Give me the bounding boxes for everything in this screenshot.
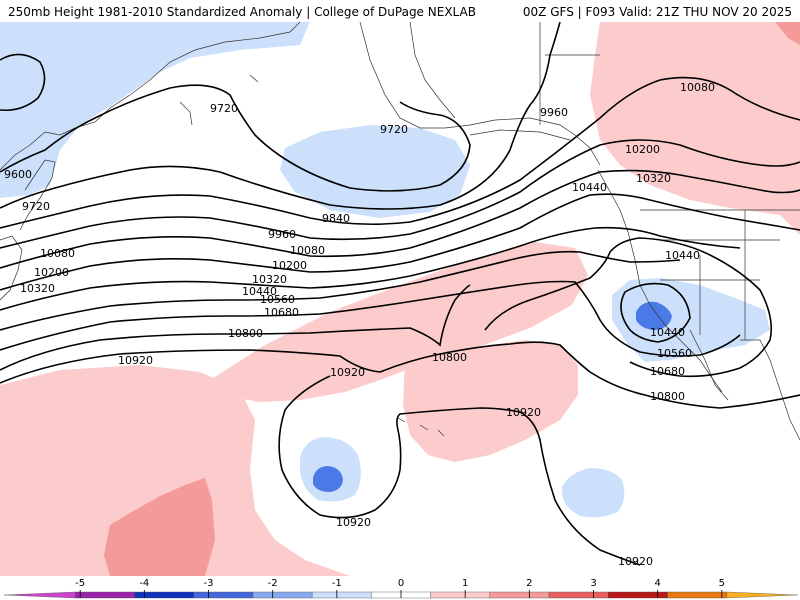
legend-color-swatch <box>193 591 254 599</box>
legend-tick-label: 1 <box>462 578 468 589</box>
legend-color-swatch <box>75 591 135 599</box>
negative-anomaly-shading <box>0 22 770 518</box>
anomaly-color-legend: -5 -4 -3 -2 -1 0 1 2 3 4 5 <box>3 578 799 599</box>
contour-label: 10080 <box>290 244 325 257</box>
legend-tick-label: -3 <box>204 578 214 589</box>
legend-color-swatch <box>667 591 727 599</box>
contour-label: 10560 <box>657 347 692 360</box>
contour-label: 10800 <box>432 351 467 364</box>
contour-label: 10080 <box>680 81 715 94</box>
contour-label: 9720 <box>22 200 50 213</box>
contour-label: 9720 <box>210 102 238 115</box>
legend-color-swatch <box>252 591 313 599</box>
legend-tick-label: 5 <box>719 578 725 589</box>
legend-tick-label: 0 <box>398 578 404 589</box>
contour-label: 10680 <box>264 306 299 319</box>
legend-color-swatch <box>608 591 668 599</box>
map-title: 250mb Height 1981-2010 Standardized Anom… <box>8 5 476 19</box>
legend-color-swatch <box>489 591 550 599</box>
contour-label: 10440 <box>650 326 685 339</box>
legend-tick-label: -4 <box>139 578 149 589</box>
contour-label: 10920 <box>330 366 365 379</box>
legend-color-swatch <box>134 591 194 599</box>
contour-label: 10320 <box>636 172 671 185</box>
legend-tick-label: 3 <box>590 578 596 589</box>
legend-tick-label: 2 <box>526 578 532 589</box>
contour-label: 9600 <box>4 168 32 181</box>
contour-label: 10440 <box>572 181 607 194</box>
height-contours <box>0 22 800 566</box>
anomaly-map: 9600 9720 9720 9720 9840 9960 9960 10080… <box>0 22 800 576</box>
legend-color-swatch <box>430 591 491 599</box>
legend-color-swatch <box>548 591 609 599</box>
legend-color-swatch <box>3 591 76 599</box>
contour-label: 9720 <box>380 123 408 136</box>
legend-tick-marks <box>79 590 723 598</box>
legend-tick-label: -2 <box>268 578 278 589</box>
contour-label: 10440 <box>665 249 700 262</box>
legend-color-swatch <box>726 591 799 599</box>
model-run-info: 00Z GFS | F093 Valid: 21Z THU NOV 20 202… <box>522 5 792 19</box>
contour-label: 10800 <box>650 390 685 403</box>
contour-label: 10680 <box>650 365 685 378</box>
contour-label: 10320 <box>20 282 55 295</box>
contour-label: 10920 <box>336 516 371 529</box>
contour-label: 10200 <box>272 259 307 272</box>
contour-label: 10920 <box>618 555 653 568</box>
contour-label: 9960 <box>268 228 296 241</box>
contour-label: 10920 <box>506 406 541 419</box>
geography-outlines <box>0 22 800 441</box>
contour-label: 10920 <box>118 354 153 367</box>
contour-label: 10200 <box>625 143 660 156</box>
title-bar: 250mb Height 1981-2010 Standardized Anom… <box>0 0 800 22</box>
contour-label: 10320 <box>252 273 287 286</box>
legend-tick-label: -1 <box>332 578 342 589</box>
contour-label: 9960 <box>540 106 568 119</box>
legend-tick-labels: -5 -4 -3 -2 -1 0 1 2 3 4 5 <box>75 578 725 589</box>
legend-tick-label: -5 <box>75 578 85 589</box>
contour-label: 10560 <box>260 293 295 306</box>
contour-label: 10080 <box>40 247 75 260</box>
legend-tick-label: 4 <box>654 578 660 589</box>
contour-label: 10440 <box>242 285 277 298</box>
contour-label: 10200 <box>34 266 69 279</box>
positive-anomaly-shading <box>0 22 800 576</box>
contour-label-layer: 9600 9720 9720 9720 9840 9960 9960 10080… <box>4 81 715 568</box>
contour-label: 10800 <box>228 327 263 340</box>
contour-label: 9840 <box>322 212 350 225</box>
legend-color-swatch <box>311 591 372 599</box>
